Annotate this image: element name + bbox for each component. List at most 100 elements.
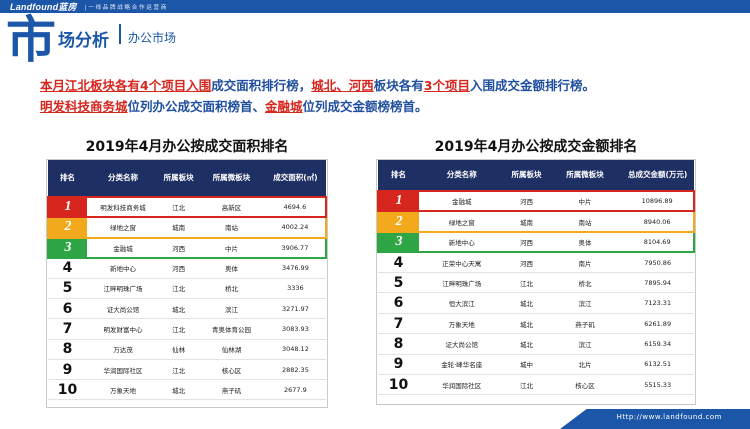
table-cell: 新地中心 [86,257,160,279]
table-cell: 中片 [548,189,622,213]
headline-part: 金融城 [265,99,303,114]
column-header: 所属微板块 [548,160,622,191]
table-row: 6 证大尚公馆 城北 滨江 3271.97 [48,298,326,320]
table-header-row: 排名 分类名称 所属板块 所属微板块 成交面积(㎡) [48,160,326,197]
table-cell: 3476.99 [264,257,326,279]
table-cell: 江北 [159,195,199,219]
table-cell: 滨江 [548,292,622,314]
table-cell: 2677.9 [264,379,326,401]
table-cell: 奥体 [548,230,622,254]
rank-cell: 9 [48,359,87,381]
table-row: 9 金轮·峰华名座 城中 北片 6132.51 [378,354,694,376]
table-cell: 恒大滨江 [419,292,505,314]
table-cell: 万达茂 [86,339,160,360]
brand-logo: Landfound蓝房 [10,2,77,12]
rank-cell: 2 [47,216,87,239]
table-row: 7 万象天地 城北 燕子矶 6261.89 [378,313,694,335]
table-cell: 6261.89 [621,313,694,335]
rank-cell: 3 [47,236,87,259]
table-cell: 河西 [504,252,549,274]
table-cell: 6132.51 [621,354,694,376]
headline-part: 板块各有 [373,78,424,93]
table-row: 2 绿地之窗 城南 南站 8940.06 [376,210,695,233]
table-cell: 仙林湖 [198,339,265,360]
table-cell: 7950.86 [621,252,694,274]
table-row: 1 明发科技商务城 江北 高新区 4694.6 [47,195,328,219]
table-row: 5 江畔明珠广场 江北 桥北 7895.94 [378,272,694,294]
column-header: 分类名称 [419,160,505,191]
rank-cell: 2 [376,210,420,233]
table-cell: 南站 [198,216,265,239]
table-cell: 3083.93 [264,318,326,340]
headline-part: 成交面积排行榜， [211,78,312,93]
table-cell: 核心区 [548,374,622,396]
table-cell: 江北 [504,272,549,294]
headline-part: 本月江北板块各有 [40,78,141,93]
right-table-title: 2019年4月办公按成交金额排名 [434,139,638,155]
table-row: 4 新地中心 河西 奥体 3476.99 [48,257,326,279]
table-cell: 桥北 [198,278,265,299]
table-cell: 城南 [159,216,199,239]
table-cell: 6159.34 [621,333,694,355]
rank-cell: 6 [48,298,87,320]
table-cell: 青奥体育公园 [198,318,265,340]
brand-slogan: | 一 线 品 牌 战 略 合 作 运 营 商 [84,4,167,11]
table-cell: 8940.06 [621,210,695,233]
table-cell: 江北 [504,374,549,396]
table-row: 10 万象天地 城北 燕子矶 2677.9 [48,379,326,401]
column-header: 所属板块 [159,160,199,197]
table-cell: 高新区 [198,195,265,219]
table-cell: 河西 [504,189,549,213]
rank-cell: 7 [378,313,420,335]
section-subtitle: 办公市场 [128,31,177,45]
table-cell: 绿地之窗 [419,210,505,233]
column-header: 所属微板块 [198,160,265,197]
headline-part: 4个项目入围 [140,78,212,93]
rank-cell: 6 [378,292,420,314]
table-cell: 明发财富中心 [86,318,160,340]
table-cell: 证大尚公馆 [86,298,160,320]
table-row: 3 新地中心 河西 奥体 8104.69 [376,230,695,254]
table-cell: 正荣中心天寓 [419,252,505,274]
table-cell: 8104.69 [621,230,695,254]
column-header: 成交面积(㎡) [264,160,326,197]
table-cell: 华润国际社区 [86,359,160,381]
column-header: 排名 [378,160,420,191]
rank-cell: 4 [48,257,87,279]
table-cell: 江北 [159,318,199,340]
table-cell: 河西 [159,257,199,279]
table-cell: 3336 [264,278,326,299]
headline-part: 3个项目 [423,78,470,93]
table-cell: 南站 [548,210,622,233]
table-cell: 核心区 [198,359,265,381]
headline-part: 明发科技商务城 [40,99,128,114]
rank-cell: 1 [47,195,87,219]
table-cell: 万象天地 [86,379,160,401]
rank-cell: 5 [378,272,420,294]
table-cell: 燕子矶 [198,379,265,401]
table-cell: 万象天地 [419,313,505,335]
table-row: 2 绿地之窗 城南 南站 4002.24 [47,216,328,239]
table-cell: 城北 [504,333,549,355]
table-cell: 新地中心 [419,230,505,254]
rank-cell: 4 [378,252,420,274]
table-row: 7 明发财富中心 江北 青奥体育公园 3083.93 [48,318,326,340]
rank-cell: 3 [376,230,420,254]
table-cell: 城北 [159,298,199,320]
table-cell: 金融城 [419,189,505,213]
column-header: 分类名称 [86,160,160,197]
footer-bar [560,409,750,429]
table-cell: 金轮·峰华名座 [419,354,505,376]
table-cell: 江北 [159,359,199,381]
top-banner: Landfound蓝房 | 一 线 品 牌 战 略 合 作 运 营 商 [0,0,750,13]
table-cell: 金融城 [86,236,160,259]
table-cell: 北片 [548,354,622,376]
footer-url: Http://www.landfound.com [616,413,722,421]
table-row: 6 恒大滨江 城北 滨江 7123.31 [378,292,694,314]
table-cell: 南片 [548,252,622,274]
table-cell: 绿地之窗 [86,216,160,239]
table-cell: 10896.89 [621,189,695,213]
table-cell: 华润国际社区 [419,374,505,396]
table-cell: 城中 [504,354,549,376]
rank-cell: 10 [378,374,420,396]
